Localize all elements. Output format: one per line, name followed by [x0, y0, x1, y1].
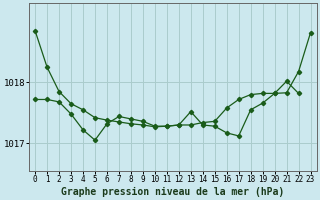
X-axis label: Graphe pression niveau de la mer (hPa): Graphe pression niveau de la mer (hPa) — [61, 186, 284, 197]
